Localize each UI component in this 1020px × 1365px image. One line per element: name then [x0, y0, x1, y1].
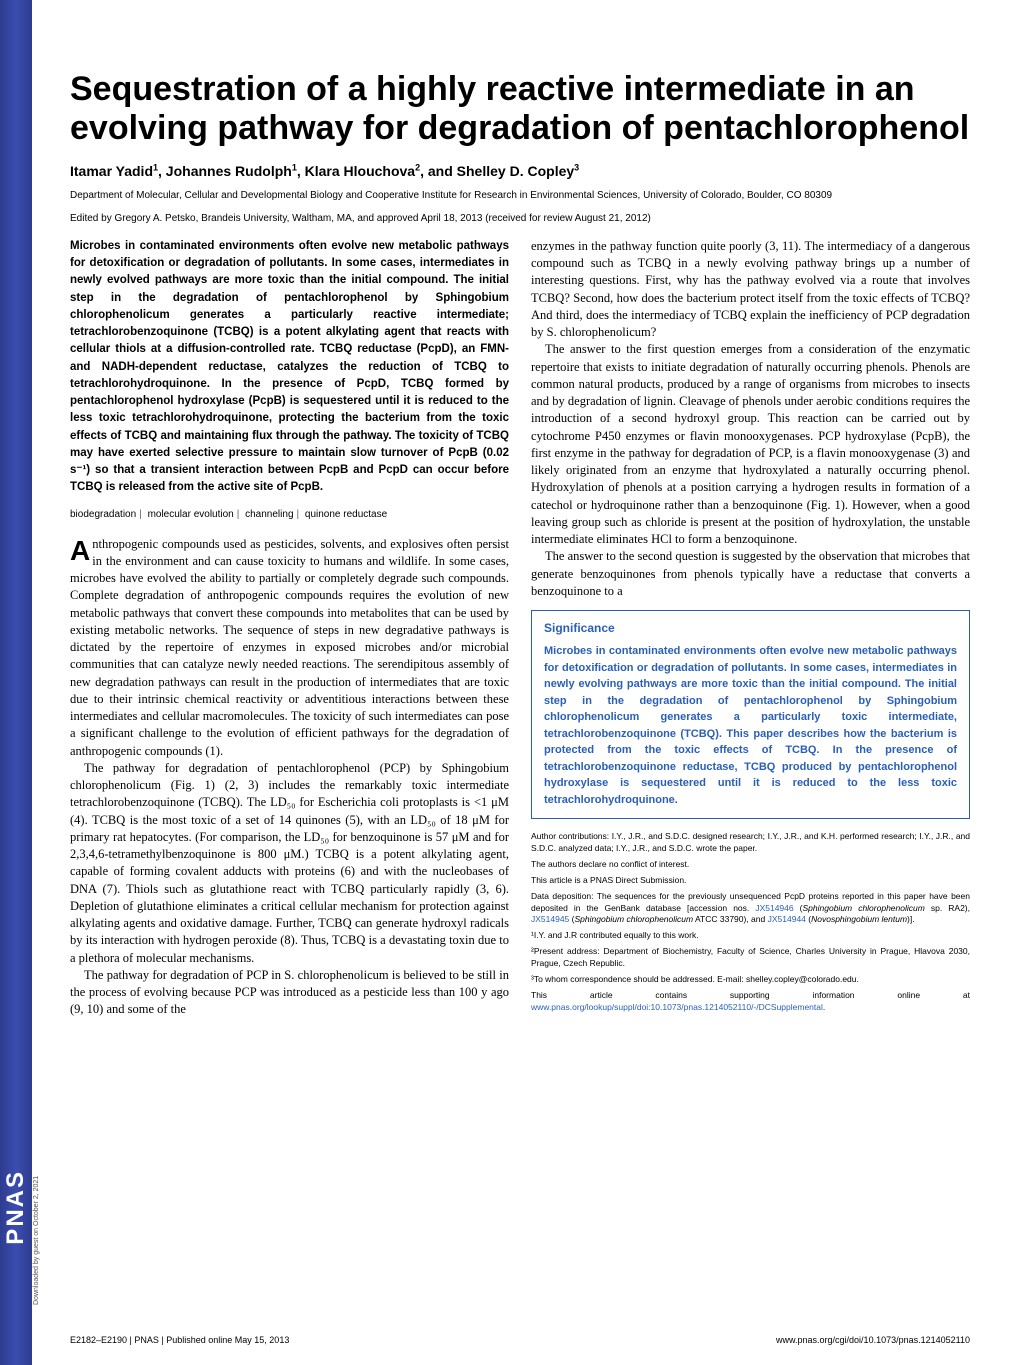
- accession-link[interactable]: JX514946: [755, 903, 793, 913]
- author-list: Itamar Yadid1, Johannes Rudolph1, Klara …: [70, 163, 579, 179]
- article-title: Sequestration of a highly reactive inter…: [70, 70, 970, 148]
- footnote: This article is a PNAS Direct Submission…: [531, 875, 970, 887]
- journal-logo: PNAS: [2, 1170, 30, 1245]
- footnote: Data deposition: The sequences for the p…: [531, 891, 970, 927]
- footer-left: E2182–E2190 | PNAS | Published online Ma…: [70, 1335, 289, 1345]
- keyword: quinone reductase: [305, 509, 387, 520]
- authors-line: Itamar Yadid1, Johannes Rudolph1, Klara …: [70, 162, 970, 179]
- footnote: ²Present address: Department of Biochemi…: [531, 946, 970, 970]
- footnote: This article contains supporting informa…: [531, 990, 970, 1014]
- footnote: ³To whom correspondence should be addres…: [531, 974, 970, 986]
- right-column: enzymes in the pathway function quite po…: [531, 238, 970, 1019]
- keyword: channeling: [245, 509, 293, 520]
- body-paragraph: The answer to the first question emerges…: [531, 341, 970, 548]
- body-paragraph: Anthropogenic compounds used as pesticid…: [70, 536, 509, 760]
- footnote: The authors declare no conflict of inter…: [531, 859, 970, 871]
- keyword: molecular evolution: [148, 509, 234, 520]
- edited-by-line: Edited by Gregory A. Petsko, Brandeis Un…: [70, 213, 970, 224]
- journal-side-banner: PNAS: [0, 0, 32, 1365]
- footnote: Author contributions: I.Y., J.R., and S.…: [531, 831, 970, 855]
- body-text-left: Anthropogenic compounds used as pesticid…: [70, 536, 509, 1019]
- abstract-text: Microbes in contaminated environments of…: [70, 238, 509, 497]
- body-text-right: enzymes in the pathway function quite po…: [531, 238, 970, 600]
- body-paragraph: The answer to the second question is sug…: [531, 548, 970, 600]
- significance-box: Significance Microbes in contaminated en…: [531, 610, 970, 819]
- significance-body: Microbes in contaminated environments of…: [544, 643, 957, 808]
- download-note: Downloaded by guest on October 2, 2021: [33, 1176, 40, 1305]
- page-content: Sequestration of a highly reactive inter…: [70, 70, 970, 1019]
- affiliation: Department of Molecular, Cellular and De…: [70, 189, 970, 203]
- significance-title: Significance: [544, 621, 957, 635]
- left-column: Microbes in contaminated environments of…: [70, 238, 509, 1019]
- footnotes-block: Author contributions: I.Y., J.R., and S.…: [531, 831, 970, 1014]
- body-paragraph: The pathway for degradation of pentachlo…: [70, 760, 509, 967]
- keywords-line: biodegradation| molecular evolution| cha…: [70, 509, 509, 520]
- accession-link[interactable]: JX514944: [768, 914, 806, 924]
- keyword: biodegradation: [70, 509, 136, 520]
- footnote: ¹I.Y. and J.R contributed equally to thi…: [531, 930, 970, 942]
- page-footer: E2182–E2190 | PNAS | Published online Ma…: [70, 1335, 970, 1345]
- accession-link[interactable]: JX514945: [531, 914, 569, 924]
- footer-right: www.pnas.org/cgi/doi/10.1073/pnas.121405…: [776, 1335, 970, 1345]
- two-column-layout: Microbes in contaminated environments of…: [70, 238, 970, 1019]
- si-link[interactable]: www.pnas.org/lookup/suppl/doi:10.1073/pn…: [531, 1002, 823, 1012]
- body-paragraph: enzymes in the pathway function quite po…: [531, 238, 970, 342]
- body-paragraph: The pathway for degradation of PCP in S.…: [70, 967, 509, 1019]
